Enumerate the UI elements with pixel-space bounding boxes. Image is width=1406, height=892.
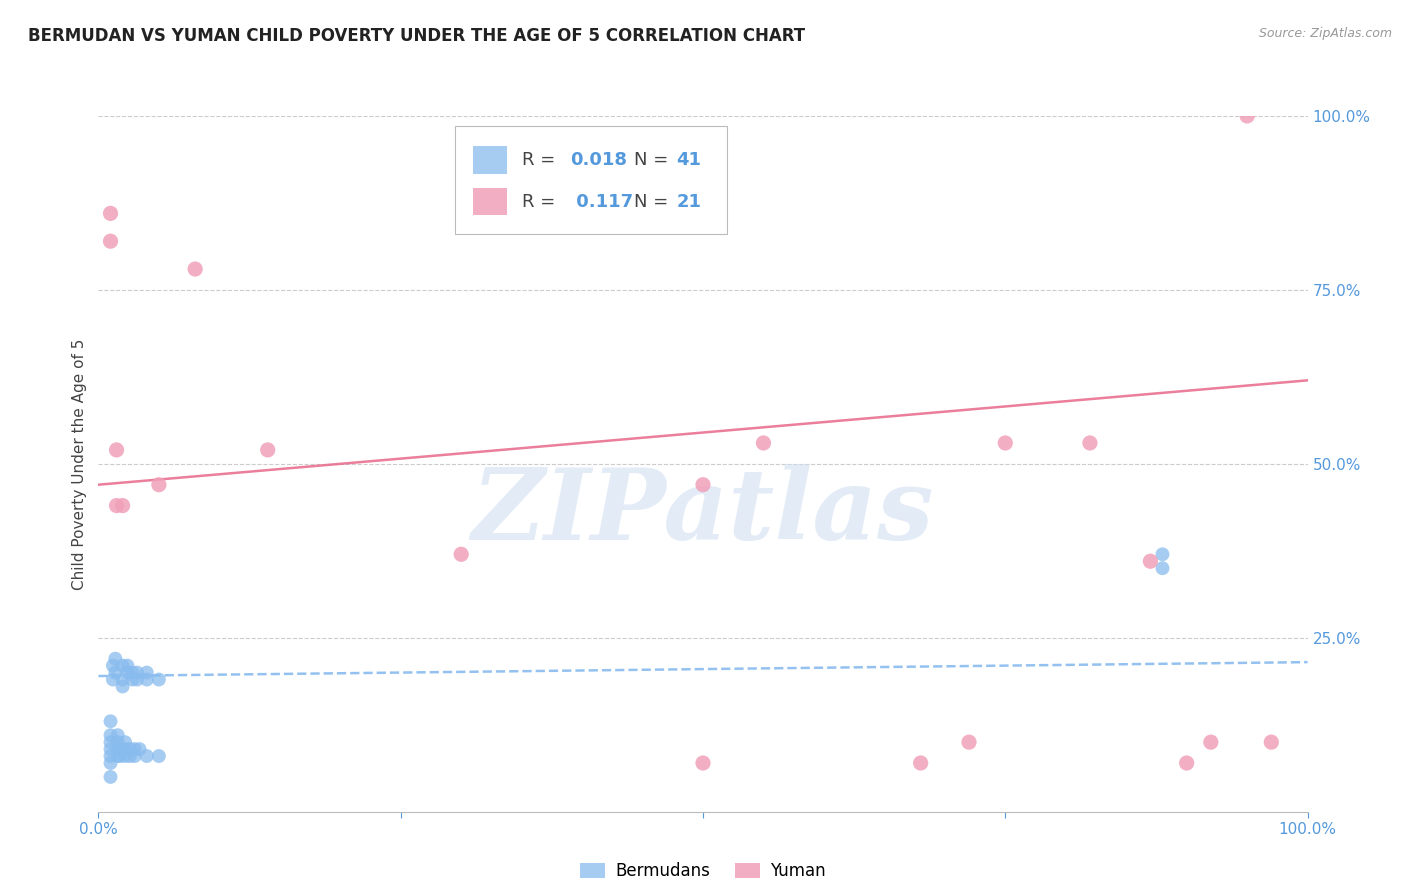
Point [121,665,143,680]
Point [1175,756,1198,770]
Point [111,499,134,513]
Point [148,477,170,491]
Point [1152,561,1174,575]
Point [1152,547,1174,561]
Point [148,673,170,687]
Text: N =: N = [634,193,668,211]
Point [111,680,134,694]
Point [105,499,128,513]
Point [100,756,122,770]
Legend: Bermudans, Yuman: Bermudans, Yuman [574,855,832,887]
Point [121,673,143,687]
Point [114,749,136,764]
Text: N =: N = [634,151,668,169]
Point [100,234,122,248]
Point [124,742,146,756]
Point [1236,109,1258,123]
Point [184,262,207,277]
Point [127,673,149,687]
Point [107,742,129,756]
Point [117,658,139,673]
Point [1078,436,1101,450]
Text: R =: R = [522,193,555,211]
Point [107,728,129,742]
Point [118,749,141,764]
Point [994,436,1017,450]
Point [114,735,136,749]
FancyBboxPatch shape [456,127,727,235]
Point [450,547,472,561]
Point [135,665,157,680]
Point [1260,735,1282,749]
Text: 21: 21 [676,193,702,211]
Point [1139,554,1161,568]
Point [692,756,714,770]
Y-axis label: Child Poverty Under the Age of 5: Child Poverty Under the Age of 5 [72,338,87,590]
Point [957,735,980,749]
Point [111,673,134,687]
Point [100,742,122,756]
Point [124,749,146,764]
Point [135,673,157,687]
Bar [474,187,508,216]
Point [118,742,141,756]
Point [100,749,122,764]
Point [104,665,127,680]
Point [107,749,129,764]
Point [128,742,150,756]
Point [101,673,124,687]
Text: Source: ZipAtlas.com: Source: ZipAtlas.com [1258,27,1392,40]
Point [752,436,775,450]
Point [105,442,128,457]
Point [910,756,932,770]
Point [100,728,122,742]
Point [1199,735,1222,749]
Point [100,770,122,784]
Point [148,749,170,764]
Point [111,658,134,673]
Text: ZIPatlas: ZIPatlas [472,465,934,561]
Text: BERMUDAN VS YUMAN CHILD POVERTY UNDER THE AGE OF 5 CORRELATION CHART: BERMUDAN VS YUMAN CHILD POVERTY UNDER TH… [28,27,806,45]
Point [692,477,714,491]
Point [104,651,127,665]
Point [107,735,129,749]
Text: 41: 41 [676,151,702,169]
Point [108,742,131,756]
Point [114,742,136,756]
Text: 0.117: 0.117 [569,193,633,211]
Point [135,749,157,764]
Point [100,735,122,749]
Text: R =: R = [522,151,555,169]
Point [127,665,149,680]
Point [100,206,122,220]
Point [108,749,131,764]
Point [256,442,278,457]
Point [117,665,139,680]
Point [101,658,124,673]
Point [100,714,122,729]
Text: 0.018: 0.018 [569,151,627,169]
Bar [474,146,508,174]
